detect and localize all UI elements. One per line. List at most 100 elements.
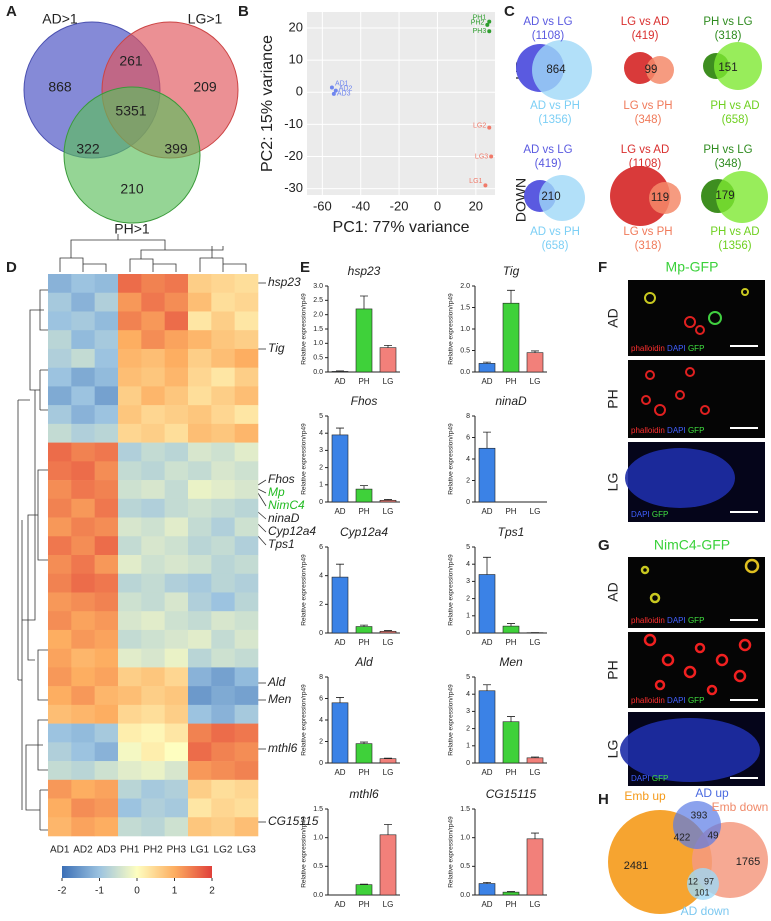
colorbar — [62, 866, 212, 878]
chart-title: Tps1 — [498, 525, 525, 539]
heatmap-cell — [118, 386, 142, 406]
error-bar — [360, 295, 368, 309]
heatmap-cell — [141, 536, 165, 556]
heatmap-cell — [211, 292, 235, 312]
cells — [640, 558, 760, 696]
error-bar — [531, 350, 539, 353]
y-tick-label: 5 — [319, 413, 323, 420]
heatmap-cell — [164, 423, 189, 443]
heatmap-cell — [94, 573, 119, 593]
stain: GFP — [688, 616, 704, 625]
heatmap-cell — [234, 423, 259, 443]
heatmap-cell — [71, 386, 95, 406]
pointer — [257, 523, 267, 533]
stain-caption: DAPI GFP — [631, 774, 668, 783]
column-label: LG2 — [214, 845, 233, 856]
heatmap-cell — [164, 480, 189, 500]
stain: DAPI — [667, 344, 686, 353]
venn-circle — [649, 182, 681, 214]
bar — [355, 626, 373, 634]
heatmap-cell — [118, 405, 142, 425]
y-tick-label: 0.0 — [460, 892, 470, 899]
set-label: LG>1 — [188, 11, 223, 27]
heatmap-cell — [48, 686, 72, 706]
heatmap-cell — [141, 480, 165, 500]
stain: DAPI — [631, 774, 650, 783]
heatmap-cell — [141, 292, 165, 312]
heatmap-cell — [71, 573, 95, 593]
heatmap-cell — [48, 611, 72, 631]
stain-caption: DAPI GFP — [631, 510, 668, 519]
heatmap-cell — [234, 405, 259, 425]
gene-label: CG15115 — [268, 814, 319, 828]
stain: GFP — [688, 344, 704, 353]
heatmap-cell — [188, 742, 212, 762]
heatmap-cell — [164, 817, 189, 837]
y-tick-label: 0 — [319, 499, 323, 506]
heatmap-cell — [94, 442, 119, 462]
venn-circle — [714, 42, 762, 90]
error-bar — [336, 697, 344, 703]
heatmap-cell — [141, 367, 165, 387]
stain-caption: phalloidin DAPI GFP — [631, 344, 704, 353]
y-tick-label: -30 — [284, 180, 303, 195]
y-tick-label: 4 — [319, 717, 323, 724]
x-tick-label: AD — [334, 377, 345, 386]
micrographs-f: Mp-GFP AD PH LG phalloidin DAPI GFP phal… — [605, 259, 765, 522]
heatmap-cell — [164, 686, 189, 706]
x-tick-label: PH — [358, 638, 369, 647]
tissue — [625, 448, 735, 508]
gene-pointers — [257, 282, 267, 823]
heatmap-cell — [234, 817, 259, 837]
heatmap-cell — [48, 798, 72, 818]
point — [483, 183, 488, 188]
heatmap-cell — [48, 667, 72, 687]
gene-label: Tps1 — [268, 537, 295, 551]
x-tick-label: 0 — [434, 198, 441, 213]
set-label: PH vs LG — [703, 144, 752, 156]
heatmap-cell — [188, 573, 212, 593]
error-bar — [384, 757, 392, 759]
heatmap-cell — [188, 292, 212, 312]
y-axis-label: PC2: 15% variance — [259, 35, 276, 172]
heatmap-cell — [94, 386, 119, 406]
heatmap-cell — [164, 667, 189, 687]
bar — [331, 702, 349, 764]
overlap-count: 99 — [645, 64, 658, 76]
x-tick-label: LG — [530, 377, 541, 386]
y-tick-label: 0.5 — [460, 347, 470, 354]
y-tick-label: 0 — [319, 630, 323, 637]
heatmap-cell — [48, 573, 72, 593]
x-tick-label: AD — [481, 638, 492, 647]
x-tick-label: PH — [358, 900, 369, 909]
heatmap-cell — [188, 761, 212, 781]
region-count: 5351 — [115, 103, 146, 119]
heatmap-cell — [118, 442, 142, 462]
region-count: 261 — [119, 53, 143, 69]
heatmap-cell — [71, 405, 95, 425]
tissue — [620, 718, 760, 782]
bar — [502, 625, 520, 634]
set-label: AD vs PH — [530, 100, 580, 112]
y-tick-label: 4 — [466, 561, 470, 568]
heatmap-cell — [164, 498, 189, 518]
x-tick-label: PH — [505, 507, 516, 516]
region-count: 1765 — [736, 856, 760, 868]
x-tick-label: LG — [383, 638, 394, 647]
stain: GFP — [652, 510, 668, 519]
heatmap-cell — [234, 367, 259, 387]
heatmap-cell — [234, 704, 259, 724]
x-tick-label: AD — [334, 900, 345, 909]
chart-title: CG15115 — [486, 787, 537, 801]
column-label: PH2 — [143, 845, 163, 856]
heatmap-cell — [48, 442, 72, 462]
y-tick-label: 5 — [466, 544, 470, 551]
heatmap-cell — [164, 611, 189, 631]
heatmap-cell — [234, 461, 259, 481]
set-count: (348) — [715, 158, 742, 170]
heatmap-cell — [211, 629, 235, 649]
heatmap-cell — [234, 330, 259, 350]
heatmap-cell — [141, 386, 165, 406]
heatmap-cell — [94, 555, 119, 575]
region-count: 209 — [193, 79, 217, 95]
